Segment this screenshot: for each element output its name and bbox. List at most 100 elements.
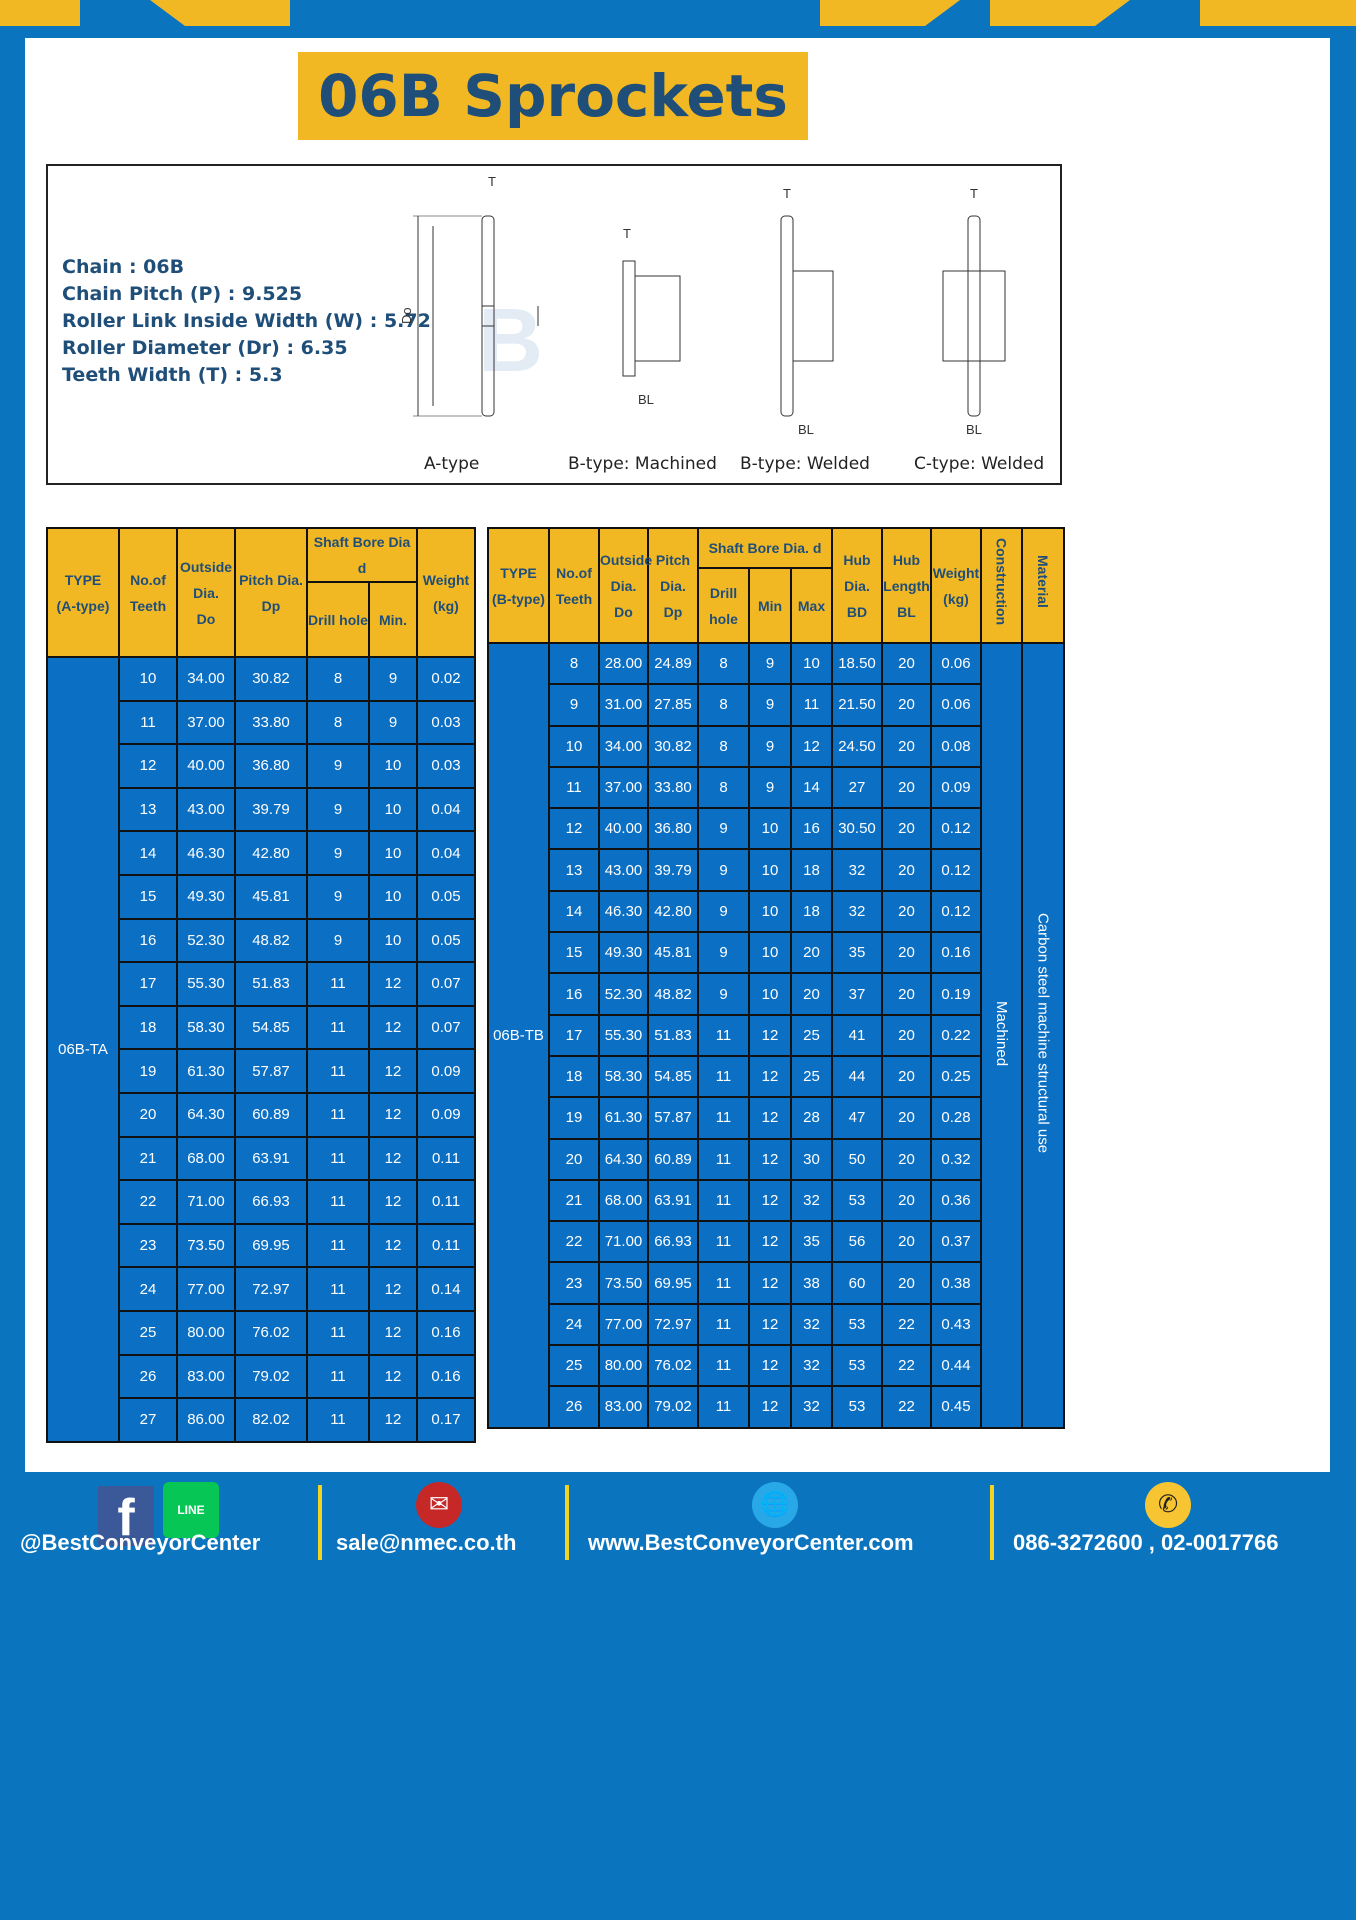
table-cell: 9	[368, 699, 418, 746]
table-cell: 25	[548, 1344, 600, 1388]
table-cell: 11	[306, 1179, 370, 1225]
line-icon[interactable]: LINE	[163, 1482, 219, 1538]
website-link[interactable]: www.BestConveyorCenter.com	[588, 1530, 914, 1555]
table-cell: 9	[548, 683, 600, 727]
header-min: Min.	[368, 581, 418, 658]
table-cell: 21	[118, 1135, 178, 1182]
table-cell: 9	[697, 848, 750, 892]
table-cell: 28	[790, 1096, 833, 1140]
phone-numbers[interactable]: 086-3272600 , 02-0017766	[1013, 1530, 1279, 1555]
divider	[990, 1485, 994, 1560]
table-cell: 18	[118, 1004, 178, 1051]
email-link[interactable]: sale@nmec.co.th	[336, 1530, 517, 1555]
table-cell: 80.00	[176, 1309, 236, 1356]
table-cell: 83.00	[598, 1385, 649, 1429]
header-outside-dia: Outside Dia. Do	[598, 527, 652, 644]
table-cell: 32	[831, 848, 883, 892]
table-cell: 57.87	[647, 1096, 699, 1140]
table-cell: 20	[881, 1054, 932, 1099]
table-row: 25 80.00 76.02 11 12 0.16	[47, 1309, 476, 1356]
table-cell: 12	[368, 1222, 418, 1269]
facebook-icon[interactable]: f	[98, 1486, 154, 1547]
table-row: 23 73.50 69.95 11 12 0.11	[47, 1222, 476, 1269]
table-cell: 10	[748, 889, 792, 934]
table-cell: 11	[697, 1220, 750, 1264]
table-cell: 72.97	[234, 1266, 308, 1312]
decor-stripe	[820, 0, 960, 26]
table-cell: 9	[748, 683, 792, 727]
table-cell: 0.14	[416, 1266, 476, 1312]
table-cell: 9	[748, 765, 792, 810]
table-cell: 52.30	[176, 917, 236, 964]
table-row: 16 52.30 48.82 9 10 20 37 20 0.19	[488, 972, 1064, 1016]
table-cell: 49.30	[598, 931, 649, 975]
table-cell: 11	[306, 1266, 370, 1312]
table-cell: 39.79	[647, 848, 699, 892]
table-cell: 12	[548, 807, 600, 851]
table-cell: 72.97	[647, 1302, 699, 1347]
table-cell: 26	[118, 1353, 178, 1400]
decor-stripe	[150, 0, 290, 26]
spec-teeth-width: Teeth Width (T) : 5.3	[62, 364, 283, 386]
table-cell: 9	[697, 972, 750, 1016]
table-cell: 10	[790, 641, 833, 686]
table-cell: 11	[306, 1309, 370, 1356]
table-cell: 54.85	[647, 1054, 699, 1099]
table-cell: 24	[548, 1302, 600, 1347]
phone-icon: ✆	[1145, 1482, 1191, 1528]
table-cell: 0.06	[930, 683, 982, 727]
table-cell: 30	[790, 1137, 833, 1181]
table-cell: 12	[748, 1137, 792, 1181]
table-cell: 12	[368, 1179, 418, 1225]
table-cell: 11	[697, 1137, 750, 1181]
table-cell: 0.32	[930, 1137, 982, 1181]
table-cell: 12	[368, 1266, 418, 1312]
svg-text:BL: BL	[638, 392, 654, 407]
table-cell: 9	[306, 873, 370, 920]
table-cell: 23	[548, 1261, 600, 1305]
social-handle[interactable]: @BestConveyorCenter	[20, 1530, 261, 1555]
table-row: 12 40.00 36.80 9 10 0.03	[47, 743, 476, 789]
table-cell: 43.00	[598, 848, 649, 892]
spec-roller-diameter: Roller Diameter (Dr) : 6.35	[62, 337, 348, 359]
table-cell: 10	[368, 743, 418, 789]
table-cell: 18	[548, 1054, 600, 1099]
table-cell: 12	[368, 961, 418, 1007]
header-pitch-dia: Pitch Dia. Dp	[234, 527, 308, 658]
table-cell: 73.50	[598, 1261, 649, 1305]
table-cell: 11	[306, 1004, 370, 1051]
table-cell: 15	[548, 931, 600, 975]
caption-a-type: A-type	[424, 454, 480, 474]
table-cell: 61.30	[176, 1048, 236, 1094]
table-row: 11 37.00 33.80 8 9 14 27 20 0.09	[488, 765, 1064, 810]
table-cell: 11	[697, 1385, 750, 1429]
table-cell: 0.44	[930, 1344, 982, 1388]
table-cell: 19	[548, 1096, 600, 1140]
header-shaft-bore: Shaft Bore Dia. d	[697, 527, 833, 569]
svg-text:T: T	[970, 186, 978, 201]
table-cell: 9	[748, 641, 792, 686]
construction-cell: Machined	[980, 642, 1023, 1429]
table-cell: 0.09	[930, 765, 982, 810]
spec-chain: Chain : 06B	[62, 256, 185, 278]
table-cell: 69.95	[647, 1261, 699, 1305]
header-weight: Weight (kg)	[930, 527, 982, 644]
table-cell: 33.80	[647, 765, 699, 810]
table-cell: 52.30	[598, 972, 649, 1016]
table-cell: 28.00	[598, 641, 649, 686]
table-cell: 0.11	[416, 1222, 476, 1269]
table-cell: 10	[548, 724, 600, 768]
table-cell: 23	[118, 1222, 178, 1269]
table-cell: 0.06	[930, 641, 982, 686]
table-row: 21 68.00 63.91 11 12 0.11	[47, 1135, 476, 1182]
table-cell: 16	[790, 807, 833, 851]
table-row: 24 77.00 72.97 11 12 32 53 22 0.43	[488, 1302, 1064, 1347]
table-cell: 20	[881, 848, 932, 892]
table-cell: 20	[881, 1220, 932, 1264]
table-cell: 37.00	[598, 765, 649, 810]
table-cell: 0.07	[416, 1004, 476, 1051]
table-cell: 33.80	[234, 699, 308, 746]
header-construction: Construction	[980, 527, 1023, 644]
table-row: 06B-TA 10 34.00 30.82 8 9 0.02	[46, 656, 476, 1443]
type-cell: 06B-TB	[487, 642, 550, 1429]
